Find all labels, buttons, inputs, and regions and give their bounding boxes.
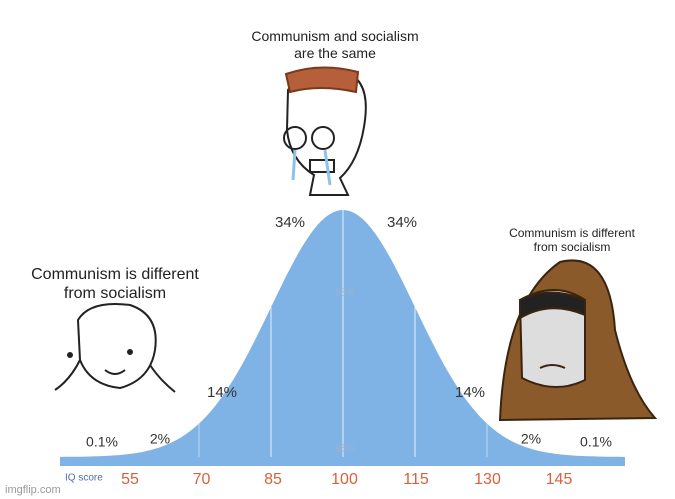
iq-axis-label: IQ score [65, 473, 103, 484]
iq-score: 115 [403, 471, 429, 488]
percent-label: 0.1% [580, 434, 612, 450]
range-label: 68% [335, 288, 355, 299]
percent-label: 2% [521, 431, 541, 447]
percent-label: 14% [207, 384, 237, 401]
iq-score: 70 [193, 471, 211, 488]
watermark: imgflip.com [5, 484, 61, 496]
left-caption: Communism is different from socialism [31, 266, 199, 303]
iq-score: 55 [121, 471, 139, 488]
left-character [54, 303, 176, 393]
iq-score: 100 [331, 471, 358, 488]
right-caption: Communism is different from socialism [509, 226, 635, 255]
iq-score: 85 [264, 471, 282, 488]
percent-label: 0.1% [86, 434, 118, 450]
percent-label: 34% [275, 214, 305, 231]
percent-label: 34% [387, 214, 417, 231]
iq-score: 145 [546, 471, 573, 488]
percent-label: 2% [150, 431, 170, 447]
iq-score: 130 [474, 471, 501, 488]
top-caption: Communism and socialism are the same [251, 28, 419, 61]
top-character [283, 66, 367, 196]
right-character [498, 259, 658, 422]
percent-label: 14% [455, 384, 485, 401]
axis-bar [60, 457, 625, 466]
sd-lines [198, 210, 488, 457]
range-label: 95% [335, 444, 355, 455]
